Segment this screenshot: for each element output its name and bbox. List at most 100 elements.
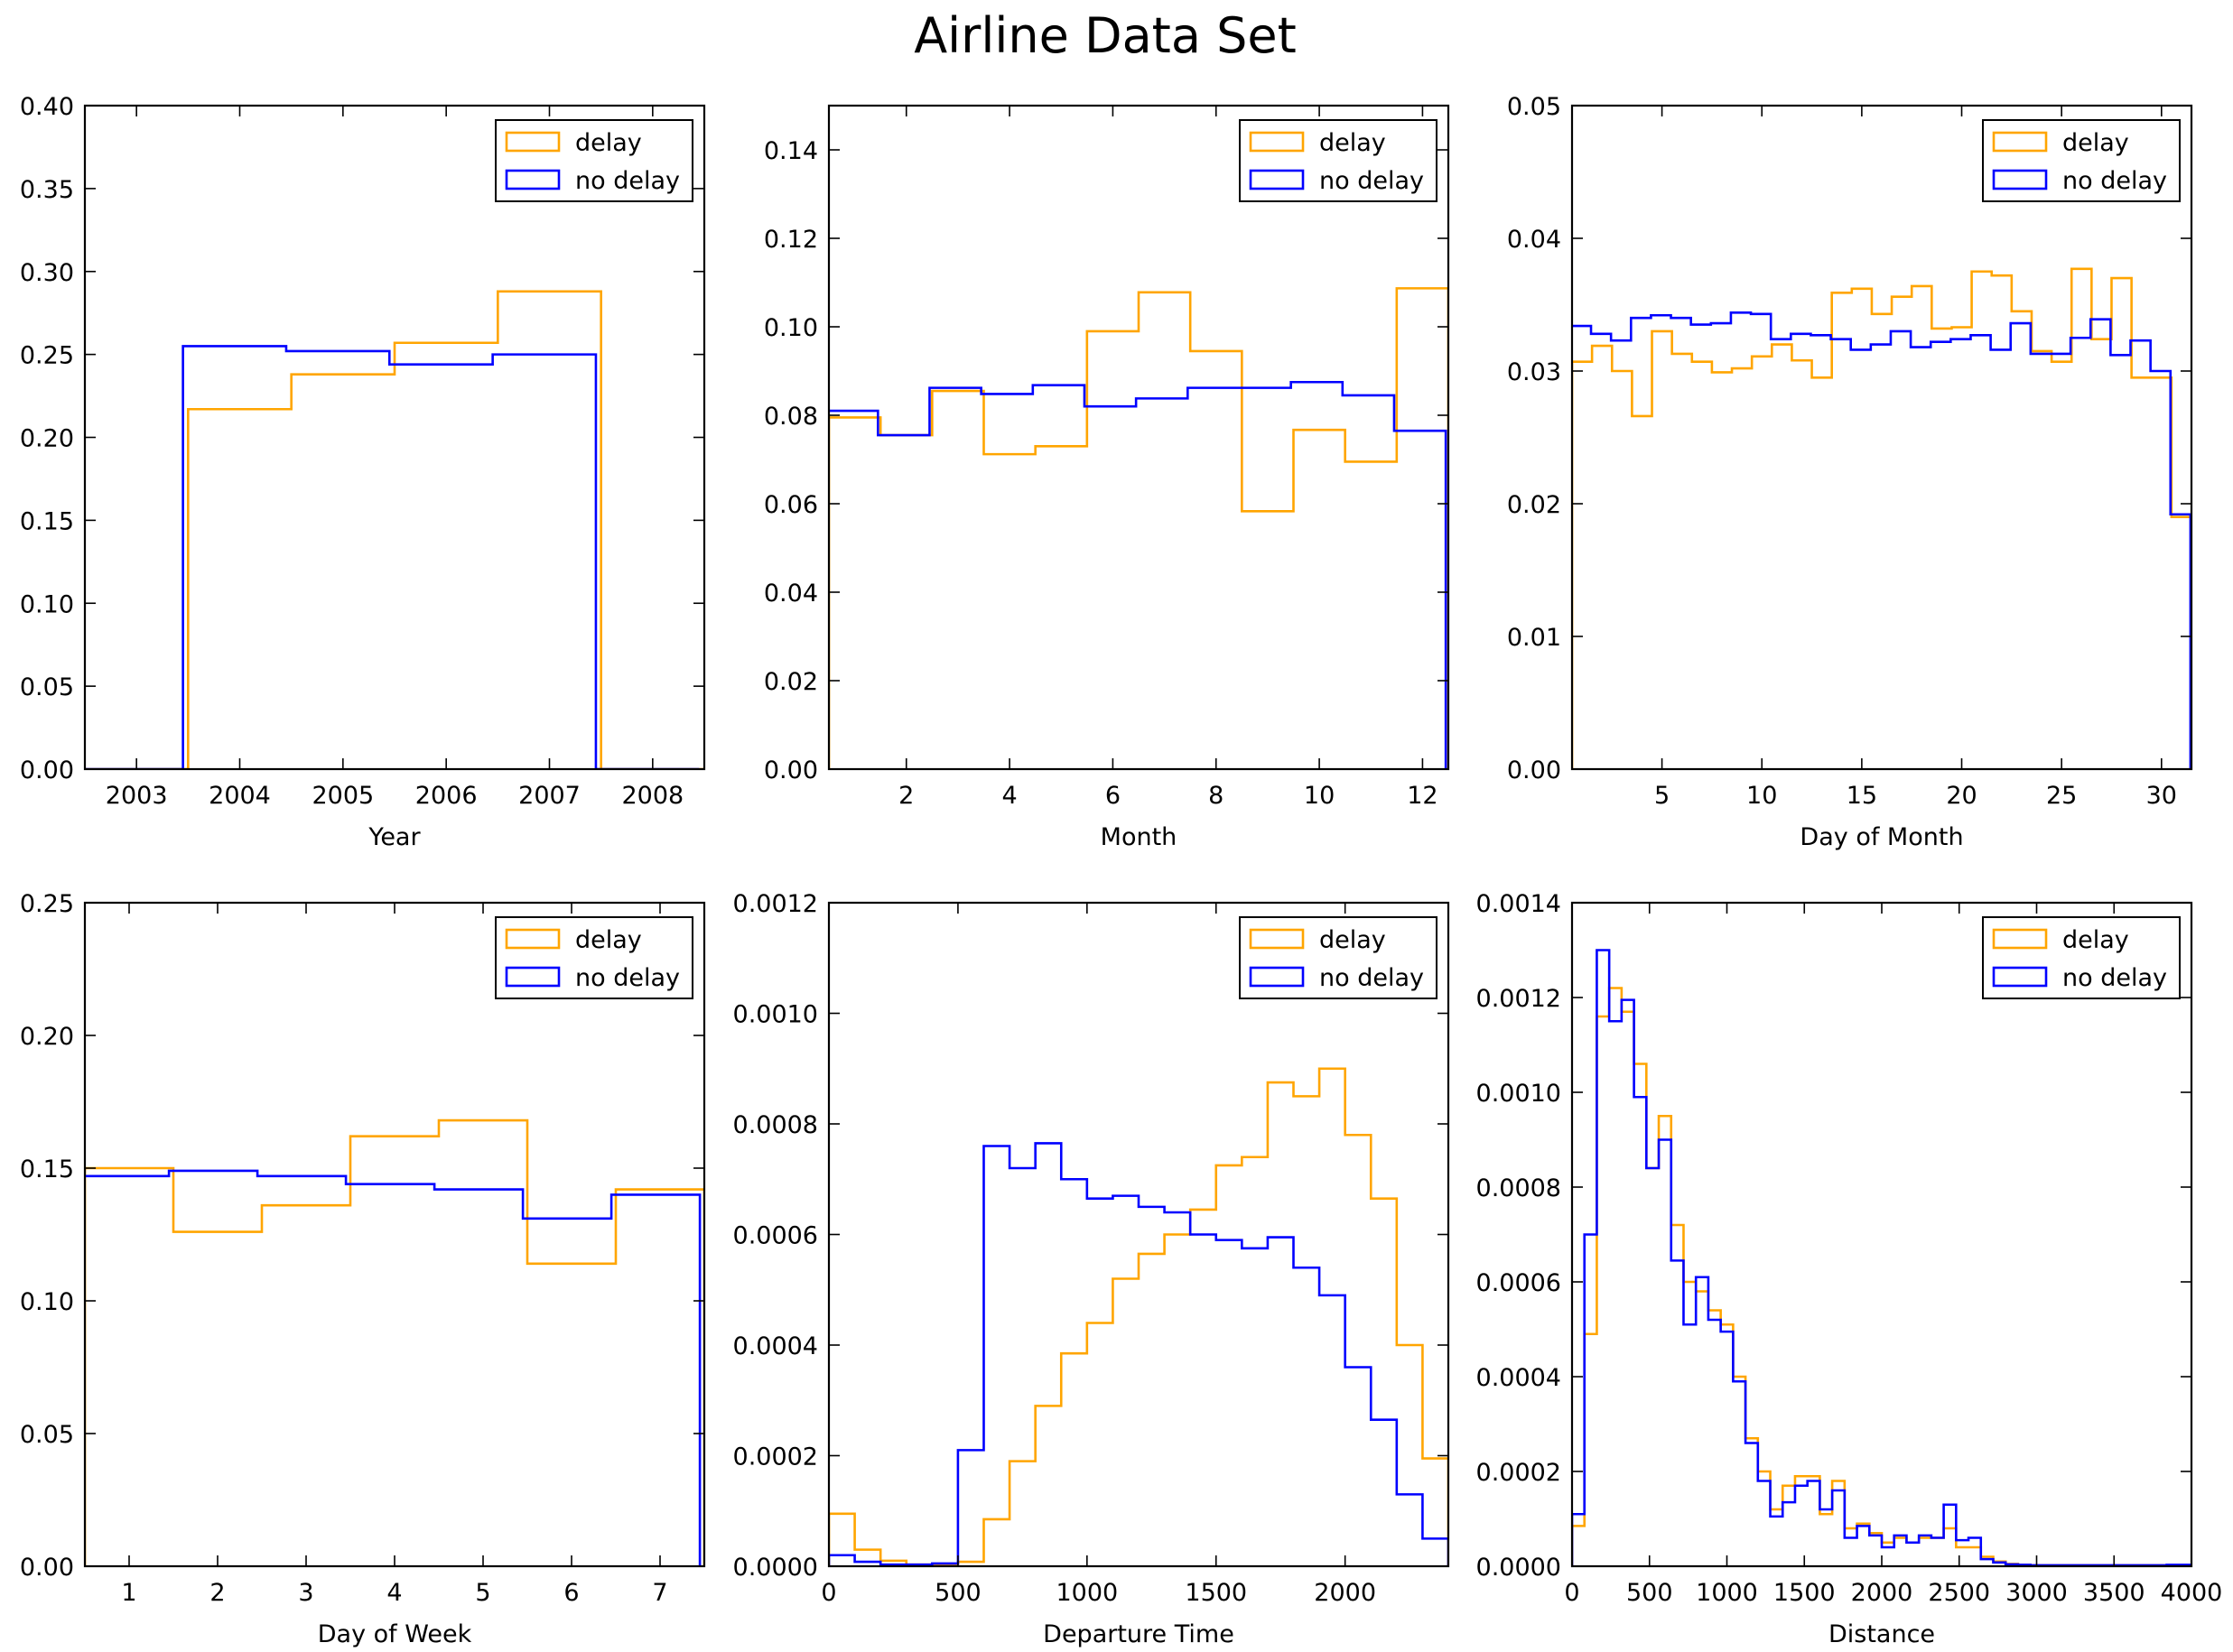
series-line-no-delay (85, 1169, 702, 1566)
x-tick-label: 3500 (2083, 1579, 2145, 1607)
series-line-no-delay (829, 1142, 1448, 1566)
y-tick-label: 0.35 (20, 176, 74, 204)
x-tick-label: 4 (386, 1579, 402, 1607)
y-tick-label: 0.05 (20, 1421, 74, 1449)
legend-swatch-no-delay (1992, 966, 2048, 988)
y-tick-label: 0.20 (20, 1023, 74, 1051)
x-tick-label: 10 (1746, 782, 1777, 810)
series-line-no-delay (85, 345, 700, 769)
x-tick-label: 2004 (209, 782, 271, 810)
y-tick-label: 0.0002 (733, 1443, 818, 1471)
y-tick-label: 0.05 (1507, 93, 1561, 121)
legend: delay no delay (495, 916, 693, 999)
y-tick-label: 0.25 (20, 890, 74, 918)
x-tick-label: 1000 (1056, 1579, 1118, 1607)
legend-swatch-delay (1249, 131, 1305, 153)
x-tick-label: 3 (298, 1579, 313, 1607)
x-tick-label: 2 (898, 782, 914, 810)
y-tick-label: 0.0004 (733, 1332, 818, 1360)
y-tick-label: 0.30 (20, 259, 74, 287)
series-line-delay (85, 290, 704, 769)
x-tick-label: 1000 (1696, 1579, 1758, 1607)
x-tick-label: 3000 (2005, 1579, 2068, 1607)
y-tick-label: 0.00 (1507, 756, 1561, 784)
x-tick-label: 20 (1946, 782, 1977, 810)
legend-label-delay: delay (1319, 129, 1386, 157)
x-axis-label: Day of Month (1800, 823, 1963, 851)
y-tick-label: 0.0012 (1476, 985, 1561, 1013)
x-tick-label: 2005 (312, 782, 374, 810)
plot-area (829, 287, 1448, 769)
y-tick-label: 0.10 (764, 314, 818, 342)
x-tick-label: 5 (475, 1579, 490, 1607)
y-tick-label: 0.0006 (1476, 1269, 1561, 1297)
x-axis-label: Distance (1828, 1620, 1935, 1648)
legend: delay no delay (1239, 119, 1437, 202)
axes-frame (1570, 104, 2193, 771)
legend-label-no-delay: no delay (1319, 964, 1424, 992)
x-tick-label: 30 (2146, 782, 2177, 810)
legend-label-no-delay: no delay (1319, 167, 1424, 195)
y-tick-label: 0.15 (20, 507, 74, 535)
y-tick-label: 0.06 (764, 491, 818, 519)
y-tick-label: 0.25 (20, 342, 74, 370)
legend-swatch-delay (505, 131, 561, 153)
legend-label-no-delay: no delay (575, 167, 680, 195)
y-tick-label: 0.40 (20, 93, 74, 121)
y-tick-label: 0.0008 (1476, 1174, 1561, 1202)
series-line-no-delay (1572, 311, 2191, 769)
series-line-delay (1572, 267, 2191, 769)
y-tick-label: 0.03 (1507, 358, 1561, 386)
y-tick-label: 0.0012 (733, 890, 818, 918)
subplot-1: 2003 2004 2005 2006 2007 2008 0.00 0.05 0.10 0.15… (20, 93, 706, 851)
legend-swatch-delay (1249, 928, 1305, 950)
legend-label-no-delay: no delay (2062, 964, 2167, 992)
x-tick-label: 8 (1208, 782, 1223, 810)
x-tick-label: 5 (1654, 782, 1670, 810)
legend: delay no delay (1982, 916, 2181, 999)
axes-frame (827, 104, 1450, 771)
x-tick-label: 2003 (106, 782, 168, 810)
x-tick-label: 10 (1304, 782, 1335, 810)
x-tick-label: 12 (1407, 782, 1437, 810)
x-tick-label: 1 (121, 1579, 136, 1607)
x-axis-label: Departure Time (1043, 1620, 1234, 1648)
y-tick-label: 0.02 (1507, 491, 1561, 519)
x-tick-label: 6 (1105, 782, 1121, 810)
x-tick-label: 25 (2046, 782, 2077, 810)
legend-label-delay: delay (575, 926, 642, 954)
legend: delay no delay (495, 119, 693, 202)
subplot-6: 0 500 1000 1500 2000 2500 3000 3500 4000 0.0000 0.… (1476, 890, 2223, 1648)
legend-label-no-delay: no delay (575, 964, 680, 992)
legend-swatch-no-delay (1249, 966, 1305, 988)
x-tick-label: 2006 (415, 782, 478, 810)
plot-area (829, 1067, 1448, 1566)
x-tick-label: 2000 (1851, 1579, 1913, 1607)
y-tick-label: 0.04 (764, 580, 818, 608)
series-line-delay (829, 287, 1448, 769)
x-tick-label: 4 (1001, 782, 1017, 810)
figure-title: Airline Data Set (914, 7, 1297, 64)
legend-swatch-no-delay (1249, 169, 1305, 190)
x-tick-label: 7 (652, 1579, 667, 1607)
y-tick-label: 0.05 (20, 673, 74, 701)
y-tick-label: 0.0014 (1476, 890, 1561, 918)
x-axis-label: Year (368, 823, 421, 851)
legend-label-delay: delay (575, 129, 642, 157)
legend-label-delay: delay (2062, 129, 2129, 157)
legend-label-no-delay: no delay (2062, 167, 2167, 195)
y-tick-label: 0.0008 (733, 1111, 818, 1139)
plot-area (85, 1118, 704, 1566)
x-tick-label: 0 (1564, 1579, 1579, 1607)
y-tick-label: 0.0000 (733, 1554, 818, 1582)
legend: delay no delay (1982, 119, 2181, 202)
y-tick-label: 0.10 (20, 590, 74, 618)
x-tick-label: 4000 (2161, 1579, 2223, 1607)
legend-label-delay: delay (2062, 926, 2129, 954)
x-tick-label: 1500 (1773, 1579, 1836, 1607)
y-tick-label: 0.0010 (1476, 1080, 1561, 1108)
x-tick-label: 15 (1847, 782, 1877, 810)
y-tick-label: 0.20 (20, 425, 74, 453)
subplot-5: 0 500 1000 1500 2000 0.0000 0.0002 0.0004 0.0006… (733, 890, 1450, 1648)
